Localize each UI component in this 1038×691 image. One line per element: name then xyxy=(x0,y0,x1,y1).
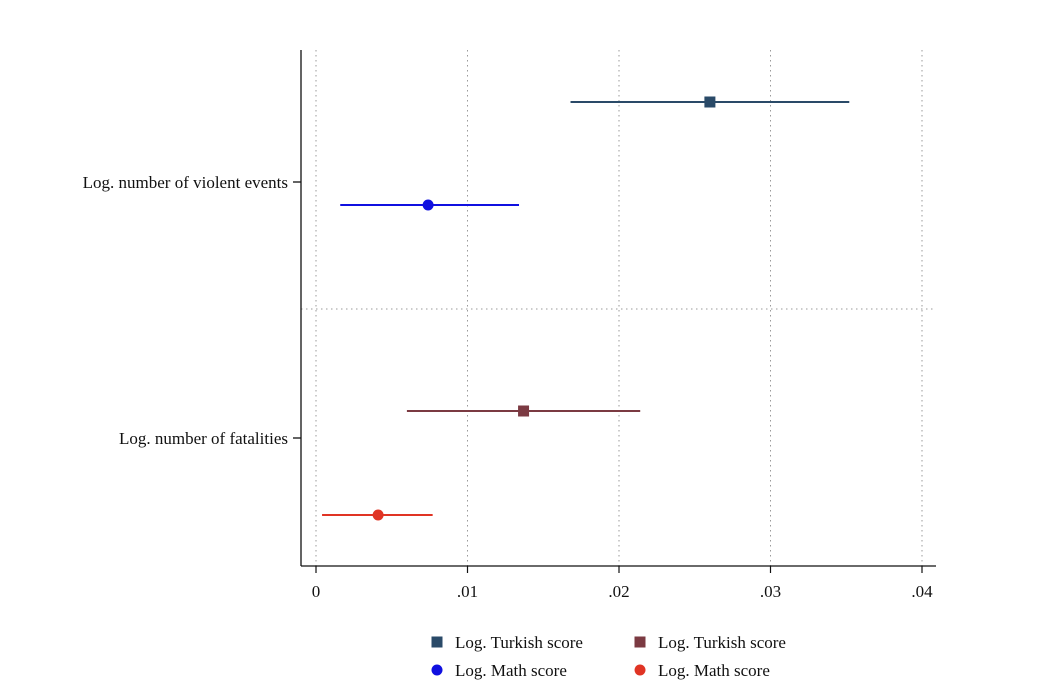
category-labels: Log. number of violent events Log. number… xyxy=(83,173,301,448)
x-tick-label: .01 xyxy=(457,582,478,601)
grid-lines xyxy=(301,50,936,566)
legend-label: Log. Turkish score xyxy=(658,633,786,652)
legend-marker-circle xyxy=(431,664,443,676)
legend-marker-circle xyxy=(634,664,646,676)
legend-marker-square xyxy=(634,636,646,648)
data-marks xyxy=(322,96,850,521)
axes: 0 .01 .02 .03 .04 xyxy=(300,50,936,601)
point-estimate-square xyxy=(704,96,716,108)
x-tick-label: .03 xyxy=(760,582,781,601)
legend-label: Log. Turkish score xyxy=(455,633,583,652)
category-label: Log. number of violent events xyxy=(83,173,288,192)
x-tick-label: .04 xyxy=(911,582,933,601)
legend-label: Log. Math score xyxy=(455,661,567,680)
legend-label: Log. Math score xyxy=(658,661,770,680)
x-tick-label: 0 xyxy=(312,582,321,601)
point-estimate-square xyxy=(518,405,530,417)
legend-marker-square xyxy=(431,636,443,648)
legend: Log. Turkish score Log. Turkish score Log.… xyxy=(431,633,786,680)
point-estimate-circle xyxy=(422,199,434,211)
category-label: Log. number of fatalities xyxy=(119,429,288,448)
x-tick-label: .02 xyxy=(608,582,629,601)
point-estimate-circle xyxy=(372,509,384,521)
